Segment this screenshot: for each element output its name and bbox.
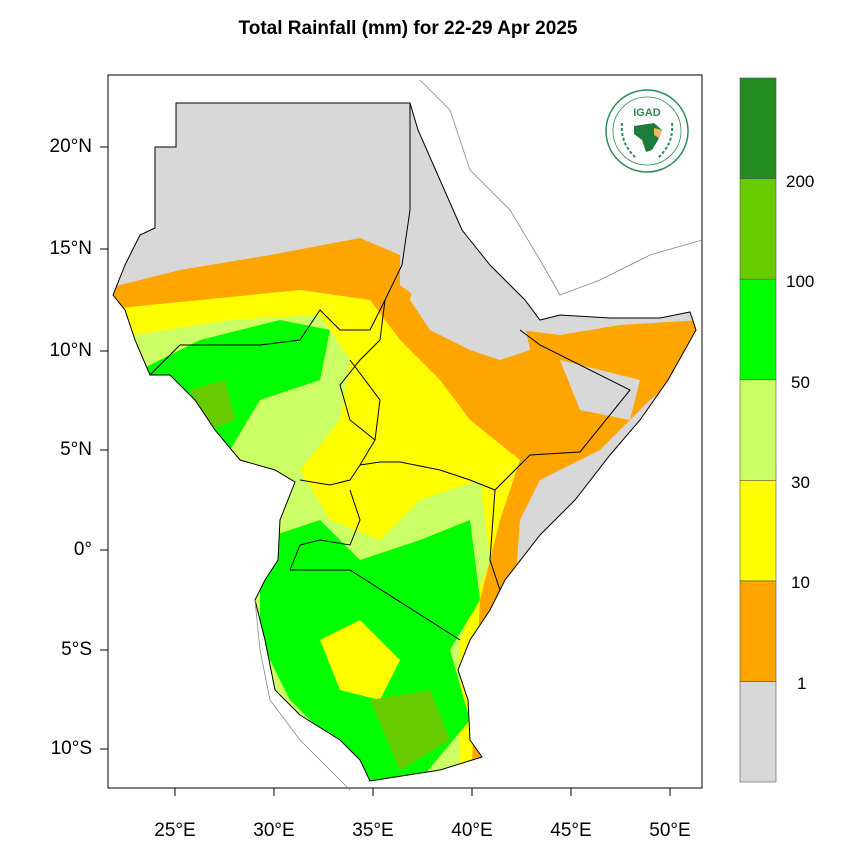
rain-100-200mm-tz (370, 690, 450, 770)
colorbar-label: 1 (797, 674, 807, 693)
lat-label: 20°N (49, 136, 92, 157)
colorbar-label: 30 (791, 473, 810, 492)
lon-label: 25°E (154, 820, 196, 841)
lat-label: 10°S (50, 738, 92, 759)
logo-text: IGAD (633, 107, 661, 119)
rain-50-100mm (140, 320, 330, 450)
lon-label: 30°E (253, 820, 295, 841)
lat-label: 5°N (60, 439, 92, 460)
colorbar (739, 77, 777, 783)
colorbar-bin (739, 580, 777, 682)
rain-100-200mm (190, 380, 235, 430)
colorbar-label: 100 (786, 272, 815, 291)
axis-ticks (100, 146, 671, 796)
lon-label: 45°E (550, 820, 592, 841)
colorbar-bin (739, 681, 777, 783)
colorbar-label: 50 (791, 373, 810, 392)
lon-label: 50°E (649, 820, 691, 841)
lat-label: 15°N (49, 238, 92, 259)
colorbar-bin (739, 278, 777, 381)
colorbar-bin (739, 379, 777, 481)
figure-title: Total Rainfall (mm) for 22-29 Apr 2025 (238, 18, 578, 39)
dry-somalia-east (560, 360, 640, 420)
lat-label: 10°N (49, 340, 92, 361)
rain-10-30mm-south (320, 620, 400, 700)
lat-label: 0° (73, 539, 92, 560)
igad-logo: IGAD (605, 89, 689, 173)
colorbar-label: 10 (791, 573, 810, 592)
lon-label: 35°E (352, 820, 394, 841)
colorbar-label: 200 (786, 172, 815, 191)
colorbar-bin (739, 479, 777, 582)
lon-label: 40°E (451, 820, 493, 841)
colorbar-bin (739, 178, 777, 280)
neighbor-coastlines (254, 79, 703, 791)
lat-label: 5°S (61, 639, 92, 660)
colorbar-bin (739, 77, 777, 179)
dry-ethiopia-somalia (410, 260, 530, 360)
country-borders (149, 103, 631, 641)
